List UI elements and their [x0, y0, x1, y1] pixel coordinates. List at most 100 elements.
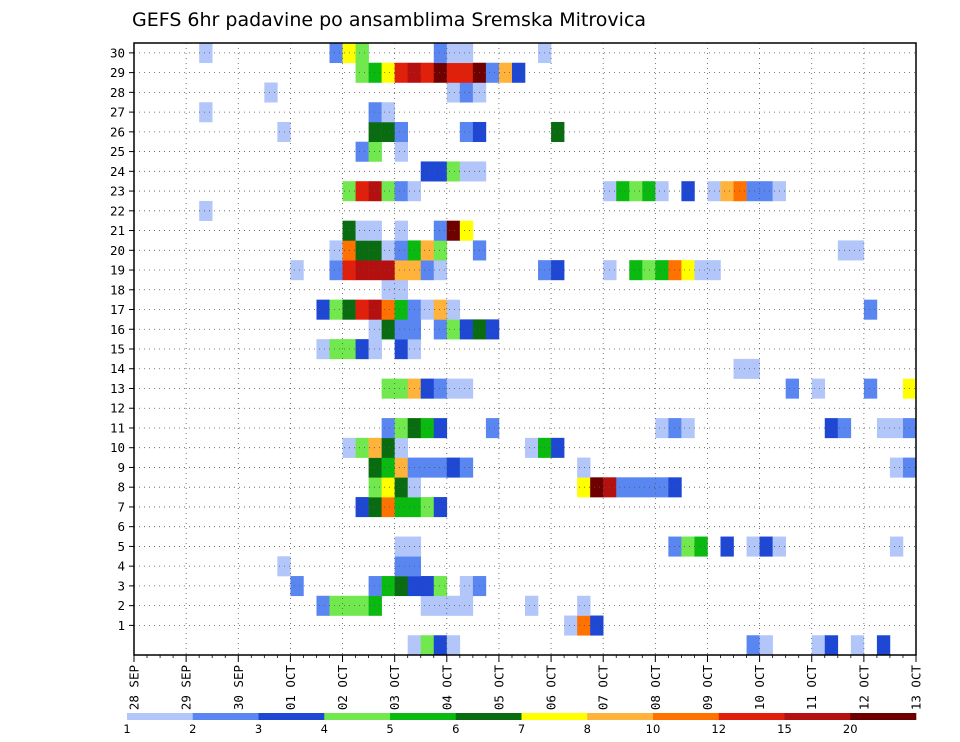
heatmap-cell — [394, 477, 408, 498]
y-tick-label: 28 — [110, 85, 125, 100]
heatmap-cell — [485, 62, 500, 83]
legend-label: 4 — [321, 722, 328, 736]
heatmap-cell — [551, 121, 565, 143]
heatmap-cell — [446, 161, 461, 182]
heatmap-cell — [290, 260, 304, 281]
heatmap-cell — [329, 339, 343, 360]
heatmap-cell — [394, 181, 408, 202]
heatmap-cell — [420, 299, 435, 320]
heatmap-cell — [420, 161, 435, 182]
y-tick-label: 1 — [117, 618, 125, 633]
x-tick-label: 05 OCT — [491, 665, 506, 711]
heatmap-cell — [290, 576, 304, 597]
heatmap-cell — [759, 536, 773, 557]
legend-label: 12 — [711, 722, 726, 736]
heatmap-cell — [733, 358, 747, 379]
heatmap-cell — [381, 457, 395, 478]
heatmap-cell — [577, 457, 591, 478]
heatmap-cell — [459, 378, 474, 399]
heatmap-cell — [433, 161, 448, 182]
heatmap-cell — [394, 121, 408, 143]
legend-label: 20 — [843, 722, 858, 736]
heatmap-cell — [668, 477, 682, 498]
heatmap-cell — [381, 240, 395, 261]
legend-swatch — [850, 713, 917, 720]
heatmap-cell — [889, 457, 904, 478]
heatmap-cell — [863, 378, 878, 399]
x-tick-label: 28 SEP — [127, 665, 142, 710]
y-tick-label: 15 — [110, 342, 125, 357]
heatmap-cell — [824, 418, 839, 439]
heatmap-cell — [355, 62, 369, 83]
x-tick-label: 29 SEP — [179, 665, 194, 710]
x-tick-label: 04 OCT — [439, 665, 454, 711]
heatmap-cell — [759, 181, 773, 202]
heatmap-cell — [655, 181, 669, 202]
heatmap-cell — [381, 497, 395, 518]
heatmap-cell — [629, 181, 643, 202]
heatmap-cell — [433, 378, 448, 399]
x-tick-label: 03 OCT — [387, 665, 402, 711]
y-tick-label: 9 — [117, 460, 125, 475]
heatmap-cell — [420, 260, 435, 281]
heatmap-cell — [394, 497, 408, 518]
heatmap-cell — [381, 378, 395, 399]
y-tick-label: 24 — [110, 164, 125, 179]
y-tick-label: 30 — [110, 45, 125, 60]
heatmap-cell — [394, 319, 408, 340]
heatmap-cell — [655, 418, 669, 439]
heatmap-cell — [459, 161, 474, 182]
heatmap-cell — [368, 497, 382, 518]
y-tick-label: 19 — [110, 263, 125, 278]
heatmap-cell — [394, 339, 408, 360]
heatmap-cell — [655, 477, 669, 498]
y-tick-label: 12 — [110, 401, 125, 416]
heatmap-cell — [511, 62, 526, 83]
heatmap-cell — [446, 635, 461, 656]
legend-swatch — [455, 713, 522, 720]
heatmap-cell — [746, 358, 760, 379]
heatmap-cell — [889, 418, 904, 439]
heatmap-cell — [863, 299, 878, 320]
heatmap-cell — [459, 62, 474, 83]
heatmap-cell — [759, 635, 773, 656]
heatmap-cell — [433, 260, 448, 281]
heatmap-cell — [381, 576, 395, 597]
heatmap-cell — [420, 457, 435, 478]
legend-swatch — [587, 713, 654, 720]
heatmap-cell — [355, 260, 369, 281]
heatmap-cell — [459, 121, 474, 143]
heatmap-cell — [811, 635, 826, 656]
heatmap-cell — [316, 339, 330, 360]
heatmap-cell — [394, 437, 408, 458]
heatmap-cell — [394, 62, 408, 83]
heatmap-cell — [316, 299, 330, 320]
heatmap-cell — [199, 200, 213, 221]
legend-label: 8 — [584, 722, 591, 736]
heatmap-cell — [420, 635, 435, 656]
heatmap-cell — [498, 62, 513, 83]
legend-label: 6 — [452, 722, 459, 736]
heatmap-cell — [459, 220, 474, 241]
legend-label: 7 — [518, 722, 525, 736]
heatmap-cell — [577, 595, 591, 616]
heatmap-cell — [459, 319, 474, 340]
heatmap-cell — [420, 595, 435, 616]
heatmap-cell — [642, 260, 656, 281]
heatmap-cell — [199, 102, 213, 123]
heatmap-cell — [329, 260, 343, 281]
heatmap-cell — [681, 536, 695, 557]
y-tick-label: 23 — [110, 184, 125, 199]
heatmap-cell — [381, 121, 395, 143]
heatmap-cell — [433, 497, 448, 518]
heatmap-cell — [459, 457, 474, 478]
legend-swatch — [258, 713, 325, 720]
heatmap-cell — [355, 220, 369, 241]
heatmap-cell — [577, 615, 591, 636]
heatmap-cell — [394, 536, 408, 557]
heatmap-cell — [368, 595, 382, 616]
x-tick-label: 12 OCT — [856, 665, 871, 711]
heatmap-cell — [459, 576, 474, 597]
legend-label: 3 — [255, 722, 262, 736]
heatmap-cell — [420, 378, 435, 399]
